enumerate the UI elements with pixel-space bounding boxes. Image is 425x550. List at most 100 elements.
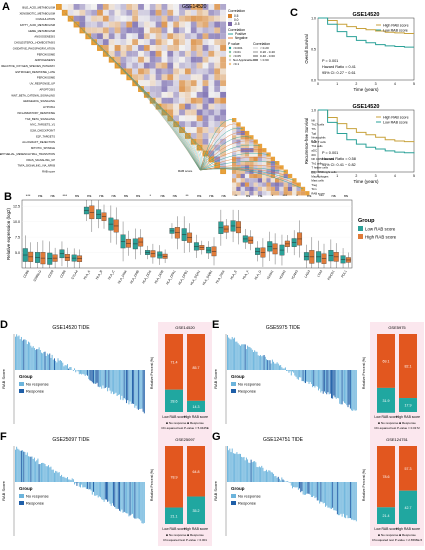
km-curve: [318, 109, 415, 154]
waterfall-legend-title: Group: [231, 486, 245, 491]
cell-heatmap-cell: [232, 118, 237, 123]
stack-value-top: 78.9: [171, 475, 178, 479]
heatmap-cell: [167, 86, 174, 92]
waterfall-bar: [314, 370, 316, 388]
heatmap-cell: [138, 62, 144, 69]
cell-heatmap-cell: [270, 161, 276, 166]
waterfall-bar: [227, 335, 228, 370]
pathway-label: WNT_BETA_CATENIN_SIGNALING: [11, 93, 55, 97]
waterfall-bar: [242, 457, 244, 482]
pathway-link: [199, 153, 213, 171]
heatmap-cell: [190, 132, 197, 139]
panel-a-dataset: GSE14520: [182, 4, 207, 10]
heatmap-cell: [179, 45, 186, 51]
boxplot-category: HLA_DPA1: [165, 269, 177, 285]
cell-heatmap-cell: [262, 182, 267, 187]
cell-heatmap-cell: [266, 182, 271, 187]
waterfall-bar: [245, 349, 247, 370]
heatmap-cell: [214, 150, 221, 157]
waterfall-bar: [227, 446, 228, 482]
waterfall-bar: [42, 353, 44, 370]
heatmap-cell: [208, 80, 215, 87]
waterfall-bar: [126, 482, 128, 514]
heatmap-cell: [202, 97, 209, 104]
heatmap-cell: [108, 21, 115, 28]
panel-letter: D: [0, 319, 8, 331]
waterfall-bar: [35, 461, 37, 482]
waterfall-bar: [126, 370, 128, 404]
heatmap-cell: [161, 9, 168, 16]
heatmap-cell: [214, 144, 221, 151]
waterfall-bar: [136, 482, 138, 519]
waterfall-bar: [292, 482, 293, 489]
boxplot-category: ICAM2: [278, 269, 286, 280]
waterfall-bar: [328, 482, 330, 508]
heatmap-cell: [126, 15, 133, 22]
heatmap-cell: [143, 15, 150, 22]
heatmap-cell: [73, 15, 80, 22]
cell-heatmap-cell: [283, 191, 288, 196]
waterfall-bar: [305, 482, 306, 495]
waterfall-ylabel: RAB Score: [1, 480, 6, 501]
heatmap-cell: [161, 97, 168, 104]
cell-heatmap-cell: [244, 152, 250, 157]
heatmap-cell: [102, 33, 109, 40]
pathway-link: [181, 129, 204, 171]
waterfall-bar: [307, 370, 309, 382]
heatmap-cell: [184, 39, 191, 46]
heatmap-cell: [214, 21, 221, 28]
waterfall-bar: [286, 370, 288, 371]
km-legend-high: High RAB score: [383, 115, 409, 119]
cell-heatmap-cell: [253, 178, 258, 183]
heatmap-cell: [126, 56, 133, 63]
pathway-link: [82, 30, 201, 171]
waterfall-bar: [299, 370, 301, 378]
heatmap-cell: [196, 50, 203, 57]
pathway-label: INFLAMMATORY_RESPONSE: [18, 111, 56, 115]
waterfall-bar: [331, 370, 332, 399]
stack-segment-resp: [165, 507, 183, 524]
waterfall-bar: [296, 370, 298, 379]
heatmap-cell: [190, 33, 197, 40]
cell-heatmap-cell: [244, 130, 250, 136]
km-hr: Hazard Ratio = 0.41: [322, 65, 356, 69]
waterfall-bar: [333, 482, 335, 511]
waterfall-bar: [140, 370, 142, 410]
heatmap-cell: [67, 9, 74, 16]
heatmap-cell: [214, 103, 221, 110]
heatmap-cell: [220, 86, 227, 92]
stack-segment-resp: [377, 507, 395, 524]
cell-heatmap-cell: [292, 186, 297, 192]
km-ci: 95% CI: 0.41 ~ 0.82: [322, 163, 356, 167]
waterfall-bar: [300, 482, 302, 493]
heatmap-cell: [114, 15, 121, 22]
heatmap-cell: [190, 27, 197, 34]
significance-label: ns: [112, 193, 116, 198]
cell-heatmap-cell: [300, 186, 306, 192]
cell-heatmap-cell: [244, 186, 250, 192]
waterfall-bar: [70, 367, 72, 370]
waterfall-bar: [22, 450, 24, 482]
cell-heatmap-cell: [232, 122, 237, 127]
significance-label: ns: [344, 193, 348, 198]
waterfall-bar: [231, 337, 233, 370]
waterfall-bar: [349, 482, 351, 519]
cell-heatmap-cell: [257, 169, 263, 174]
heatmap-cell: [173, 80, 180, 87]
heatmap-cell: [85, 15, 92, 22]
heatmap-cell: [184, 127, 191, 134]
heatmap-cell: [167, 15, 174, 22]
heatmap-cell: [190, 74, 197, 81]
cell-heatmap-cell: [236, 161, 241, 166]
heatmap-cell: [220, 9, 227, 16]
stack-label-high: High RAB score: [396, 527, 420, 531]
heatmap-cell: [208, 109, 215, 116]
cell-heatmap-cell: [244, 135, 250, 140]
heatmap-cell: [167, 56, 174, 63]
heatmap-cell: [167, 45, 174, 51]
heatmap-cell: [126, 45, 133, 51]
waterfall-bar: [242, 344, 244, 370]
heatmap-cell: [143, 80, 150, 87]
pathway-link: [58, 6, 201, 171]
heatmap-cell: [220, 4, 227, 10]
